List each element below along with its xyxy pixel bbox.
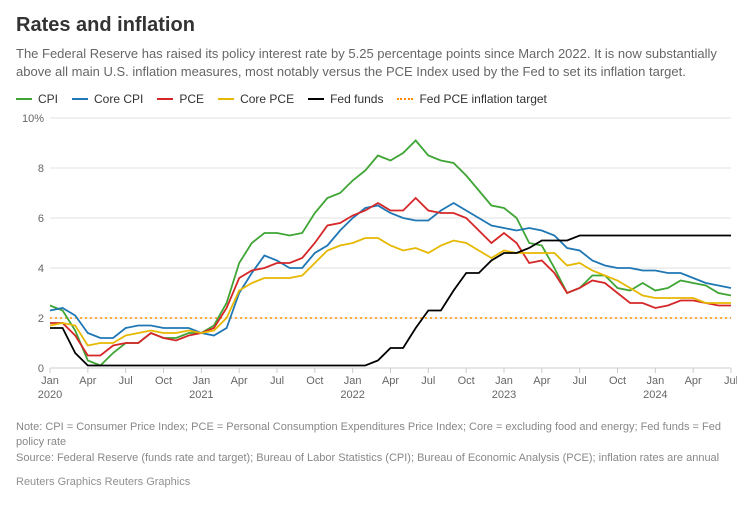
x-axis-label: Oct xyxy=(155,375,172,387)
x-axis-label: Oct xyxy=(458,375,475,387)
legend-label: CPI xyxy=(38,92,58,106)
x-axis-label: Apr xyxy=(79,375,96,387)
x-axis-year-label: 2023 xyxy=(492,389,516,401)
legend-row: CPI Core CPI PCE Core PCE Fed funds Fed PCE i… xyxy=(16,92,737,106)
series-pce xyxy=(50,198,731,356)
y-axis-label: 4 xyxy=(38,263,44,275)
legend-item-core_cpi: Core CPI xyxy=(72,92,143,106)
x-axis-year-label: 2020 xyxy=(38,389,62,401)
x-axis-label: Apr xyxy=(231,375,248,387)
x-axis-month-label: Jan xyxy=(344,375,362,387)
legend-item-core_pce: Core PCE xyxy=(218,92,294,106)
x-axis-label: Oct xyxy=(609,375,626,387)
y-axis-label: 0 xyxy=(38,363,44,375)
x-axis-label: Apr xyxy=(685,375,702,387)
note-line-1: Note: CPI = Consumer Price Index; PCE = … xyxy=(16,420,737,451)
x-axis-year-label: 2021 xyxy=(189,389,213,401)
series-fed_funds xyxy=(50,236,731,366)
legend-swatch-icon xyxy=(72,98,88,100)
series-core_pce xyxy=(50,238,731,346)
chart-title: Rates and inflation xyxy=(16,14,737,37)
series-cpi xyxy=(50,141,731,366)
x-axis-year-label: 2024 xyxy=(643,389,667,401)
x-axis-month-label: Jan xyxy=(646,375,664,387)
x-axis-label: Jul xyxy=(724,375,737,387)
y-axis-label: 8 xyxy=(38,163,44,175)
legend-label: Core CPI xyxy=(94,92,143,106)
x-axis-label: Jul xyxy=(421,375,435,387)
legend-swatch-icon xyxy=(218,98,234,100)
chart-subtitle: The Federal Reserve has raised its polic… xyxy=(16,45,737,80)
legend-label: Core PCE xyxy=(240,92,294,106)
legend-swatch-icon xyxy=(16,98,32,100)
x-axis-label: Jul xyxy=(119,375,133,387)
chart-credit: Reuters Graphics Reuters Graphics xyxy=(16,476,737,488)
x-axis-label: Oct xyxy=(306,375,323,387)
legend-item-cpi: CPI xyxy=(16,92,58,106)
y-axis-label: 2 xyxy=(38,313,44,325)
line-chart: 0 2 4 6 8 10% Apr Jul Oct Apr Jul Oct Apr Jul Oct Apr Ju… xyxy=(16,112,737,412)
x-axis-month-label: Jan xyxy=(495,375,513,387)
x-axis-year-label: 2022 xyxy=(340,389,364,401)
legend-item-target: Fed PCE inflation target xyxy=(397,92,546,106)
legend-label: Fed PCE inflation target xyxy=(419,92,546,106)
x-axis-label: Jul xyxy=(573,375,587,387)
legend-swatch-icon xyxy=(157,98,173,100)
chart-notes: Note: CPI = Consumer Price Index; PCE = … xyxy=(16,420,737,466)
x-axis-month-label: Jan xyxy=(192,375,210,387)
legend-label: Fed funds xyxy=(330,92,383,106)
x-axis-label: Apr xyxy=(533,375,550,387)
x-axis-label: Apr xyxy=(382,375,399,387)
legend-swatch-icon xyxy=(397,98,413,100)
legend-swatch-icon xyxy=(308,98,324,100)
y-axis-label: 6 xyxy=(38,213,44,225)
note-line-2: Source: Federal Reserve (funds rate and … xyxy=(16,451,737,466)
legend-item-pce: PCE xyxy=(157,92,204,106)
x-axis-month-label: Jan xyxy=(41,375,59,387)
legend-item-fed_funds: Fed funds xyxy=(308,92,383,106)
y-axis-label: 10% xyxy=(22,113,44,125)
x-axis-label: Jul xyxy=(270,375,284,387)
legend-label: PCE xyxy=(179,92,204,106)
